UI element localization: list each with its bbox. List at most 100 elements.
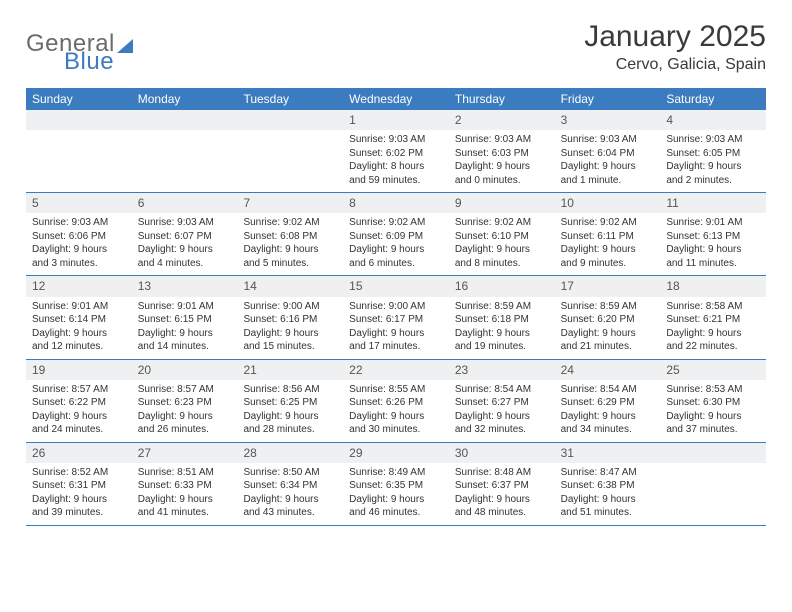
day-number: . [132,110,238,130]
daylight-text: Daylight: 9 hours and 12 minutes. [32,327,126,354]
day-number: 8 [343,193,449,213]
sunset-text: Sunset: 6:09 PM [349,230,443,244]
calendar-day-cell: 3Sunrise: 9:03 AMSunset: 6:04 PMDaylight… [555,110,661,192]
sunset-text: Sunset: 6:05 PM [666,147,760,161]
daylight-text: Daylight: 9 hours and 21 minutes. [561,327,655,354]
daylight-text: Daylight: 9 hours and 5 minutes. [243,243,337,270]
sunset-text: Sunset: 6:29 PM [561,396,655,410]
calendar-day-cell: . [237,110,343,192]
sunrise-text: Sunrise: 9:03 AM [32,216,126,230]
sunrise-text: Sunrise: 9:01 AM [666,216,760,230]
sunrise-text: Sunrise: 8:49 AM [349,466,443,480]
daylight-text: Daylight: 9 hours and 24 minutes. [32,410,126,437]
calendar-week-row: 12Sunrise: 9:01 AMSunset: 6:14 PMDayligh… [26,276,766,359]
day-number: 5 [26,193,132,213]
day-body: Sunrise: 8:57 AMSunset: 6:22 PMDaylight:… [26,380,132,442]
day-number: . [26,110,132,130]
day-body: Sunrise: 8:48 AMSunset: 6:37 PMDaylight:… [449,463,555,525]
day-number: 2 [449,110,555,130]
sunset-text: Sunset: 6:04 PM [561,147,655,161]
sunset-text: Sunset: 6:11 PM [561,230,655,244]
calendar-day-cell: 27Sunrise: 8:51 AMSunset: 6:33 PMDayligh… [132,443,238,525]
daylight-text: Daylight: 9 hours and 30 minutes. [349,410,443,437]
calendar-day-cell: 14Sunrise: 9:00 AMSunset: 6:16 PMDayligh… [237,276,343,358]
sunset-text: Sunset: 6:17 PM [349,313,443,327]
sunset-text: Sunset: 6:22 PM [32,396,126,410]
day-body: Sunrise: 8:59 AMSunset: 6:20 PMDaylight:… [555,297,661,359]
calendar-day-cell: 13Sunrise: 9:01 AMSunset: 6:15 PMDayligh… [132,276,238,358]
weekday-header: Sunday [26,88,132,110]
calendar-week-row: ...1Sunrise: 9:03 AMSunset: 6:02 PMDayli… [26,110,766,193]
calendar-day-cell: . [26,110,132,192]
day-body: Sunrise: 9:02 AMSunset: 6:10 PMDaylight:… [449,213,555,275]
daylight-text: Daylight: 9 hours and 9 minutes. [561,243,655,270]
daylight-text: Daylight: 9 hours and 39 minutes. [32,493,126,520]
daylight-text: Daylight: 9 hours and 22 minutes. [666,327,760,354]
daylight-text: Daylight: 9 hours and 15 minutes. [243,327,337,354]
sunset-text: Sunset: 6:33 PM [138,479,232,493]
day-body: Sunrise: 9:00 AMSunset: 6:16 PMDaylight:… [237,297,343,359]
weekday-header: Friday [555,88,661,110]
day-body: Sunrise: 8:51 AMSunset: 6:33 PMDaylight:… [132,463,238,525]
sunset-text: Sunset: 6:27 PM [455,396,549,410]
daylight-text: Daylight: 9 hours and 43 minutes. [243,493,337,520]
sunset-text: Sunset: 6:20 PM [561,313,655,327]
sunrise-text: Sunrise: 9:02 AM [349,216,443,230]
sunrise-text: Sunrise: 9:02 AM [561,216,655,230]
day-body: Sunrise: 9:03 AMSunset: 6:07 PMDaylight:… [132,213,238,275]
sunset-text: Sunset: 6:23 PM [138,396,232,410]
sunset-text: Sunset: 6:08 PM [243,230,337,244]
calendar-week-row: 26Sunrise: 8:52 AMSunset: 6:31 PMDayligh… [26,443,766,526]
calendar-day-cell: 12Sunrise: 9:01 AMSunset: 6:14 PMDayligh… [26,276,132,358]
calendar-day-cell: 30Sunrise: 8:48 AMSunset: 6:37 PMDayligh… [449,443,555,525]
daylight-text: Daylight: 9 hours and 0 minutes. [455,160,549,187]
day-number: 21 [237,360,343,380]
calendar-day-cell: 22 Sunrise: 8:55 AMSunset: 6:26 PMDayligh… [343,360,449,442]
calendar: Sunday Monday Tuesday Wednesday Thursday… [26,88,766,526]
day-body: Sunrise: 9:03 AMSunset: 6:02 PMDaylight:… [343,130,449,192]
daylight-text: Daylight: 9 hours and 3 minutes. [32,243,126,270]
day-body: Sunrise: 9:01 AMSunset: 6:13 PMDaylight:… [660,213,766,275]
calendar-day-cell: . [132,110,238,192]
day-body: Sunrise: 8:53 AMSunset: 6:30 PMDaylight:… [660,380,766,442]
daylight-text: Daylight: 9 hours and 11 minutes. [666,243,760,270]
page-header: General January 2025 Cervo, Galicia, Spa… [26,20,766,74]
sunrise-text: Sunrise: 8:55 AM [349,383,443,397]
daylight-text: Daylight: 9 hours and 51 minutes. [561,493,655,520]
daylight-text: Daylight: 9 hours and 41 minutes. [138,493,232,520]
sunset-text: Sunset: 6:16 PM [243,313,337,327]
calendar-day-cell: 24Sunrise: 8:54 AMSunset: 6:29 PMDayligh… [555,360,661,442]
sunrise-text: Sunrise: 9:03 AM [349,133,443,147]
sunset-text: Sunset: 6:37 PM [455,479,549,493]
sunset-text: Sunset: 6:15 PM [138,313,232,327]
calendar-day-cell: 11Sunrise: 9:01 AMSunset: 6:13 PMDayligh… [660,193,766,275]
title-block: January 2025 Cervo, Galicia, Spain [584,20,766,74]
day-body: Sunrise: 9:01 AMSunset: 6:15 PMDaylight:… [132,297,238,359]
daylight-text: Daylight: 9 hours and 14 minutes. [138,327,232,354]
day-number: 22 [343,360,449,380]
day-number: . [660,443,766,463]
day-number: 4 [660,110,766,130]
sunrise-text: Sunrise: 8:56 AM [243,383,337,397]
day-body: Sunrise: 8:52 AMSunset: 6:31 PMDaylight:… [26,463,132,525]
sunset-text: Sunset: 6:26 PM [349,396,443,410]
calendar-day-cell: 17Sunrise: 8:59 AMSunset: 6:20 PMDayligh… [555,276,661,358]
calendar-day-cell: 2Sunrise: 9:03 AMSunset: 6:03 PMDaylight… [449,110,555,192]
weekday-header: Wednesday [343,88,449,110]
day-body: Sunrise: 9:02 AMSunset: 6:11 PMDaylight:… [555,213,661,275]
day-number: 28 [237,443,343,463]
calendar-day-cell: 20Sunrise: 8:57 AMSunset: 6:23 PMDayligh… [132,360,238,442]
calendar-day-cell: 21Sunrise: 8:56 AMSunset: 6:25 PMDayligh… [237,360,343,442]
day-number: 29 [343,443,449,463]
sunset-text: Sunset: 6:07 PM [138,230,232,244]
weekday-header-row: Sunday Monday Tuesday Wednesday Thursday… [26,88,766,110]
calendar-day-cell: 9Sunrise: 9:02 AMSunset: 6:10 PMDaylight… [449,193,555,275]
sunset-text: Sunset: 6:14 PM [32,313,126,327]
day-number: 14 [237,276,343,296]
calendar-day-cell: . [660,443,766,525]
calendar-day-cell: 4Sunrise: 9:03 AMSunset: 6:05 PMDaylight… [660,110,766,192]
weekday-header: Thursday [449,88,555,110]
calendar-day-cell: 31Sunrise: 8:47 AMSunset: 6:38 PMDayligh… [555,443,661,525]
calendar-day-cell: 25Sunrise: 8:53 AMSunset: 6:30 PMDayligh… [660,360,766,442]
weeks-container: ...1Sunrise: 9:03 AMSunset: 6:02 PMDayli… [26,110,766,526]
